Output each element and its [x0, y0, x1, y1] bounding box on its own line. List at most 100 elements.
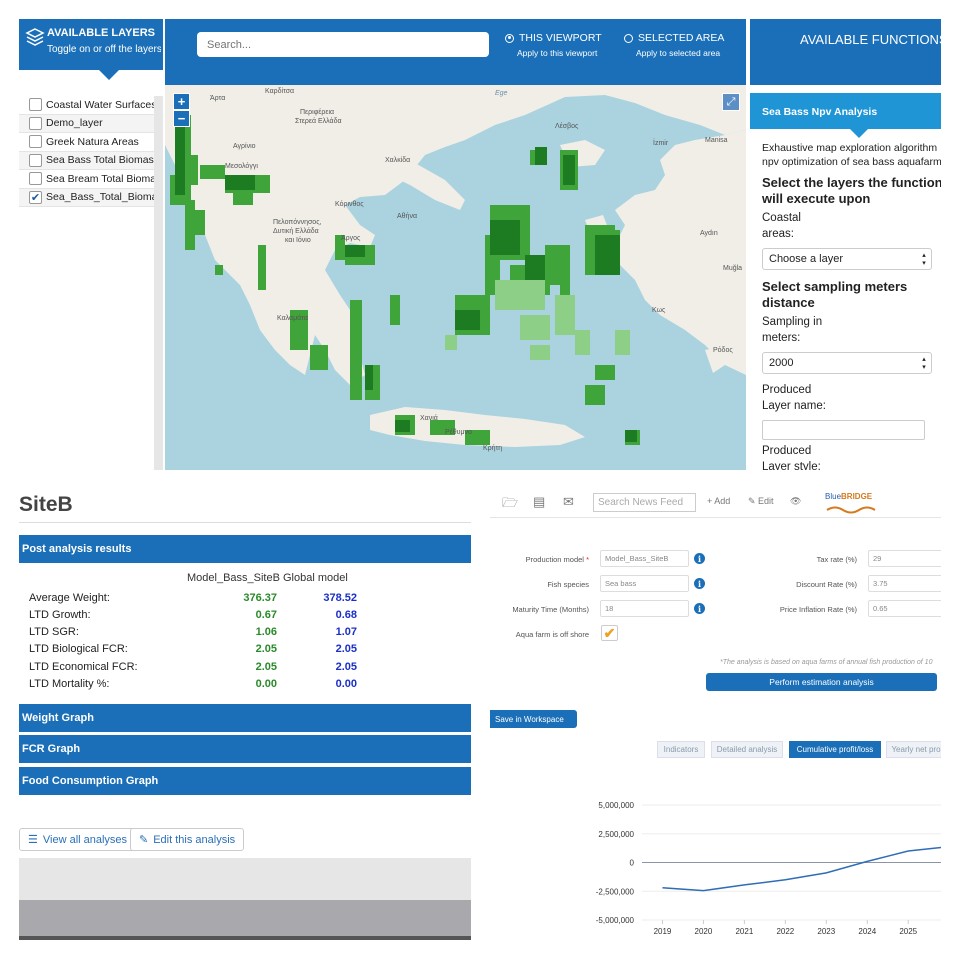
logo-text-blue: Blue: [825, 492, 842, 501]
fcr-graph-header[interactable]: FCR Graph: [19, 735, 471, 763]
inflation-field[interactable]: 0.65: [868, 600, 941, 617]
field-label: Sampling in: [762, 316, 823, 328]
map-label: και Ιόνιο: [285, 237, 311, 244]
coastal-areas-select[interactable]: Choose a layer: [762, 248, 932, 270]
sampling-meters-select[interactable]: 2000: [762, 352, 932, 374]
section-heading: distance: [762, 294, 815, 310]
function-title[interactable]: Sea Bass Npv Analysis: [750, 93, 941, 138]
section-heading: Select the layers the function: [762, 175, 941, 190]
fish-species-label: Fish species: [547, 580, 589, 589]
x-tick-label: 2024: [858, 927, 876, 936]
production-model-select[interactable]: Model_Bass_SiteB: [600, 550, 689, 567]
layer-label: Sea Bream Total Biomass: [46, 172, 155, 185]
layer-item[interactable]: Demo_layer: [19, 114, 155, 133]
layer-checkbox[interactable]: [29, 135, 42, 149]
tax-rate-field[interactable]: 29: [868, 550, 941, 567]
discount-rate-field[interactable]: 3.75: [868, 575, 941, 592]
layers-scrollbar[interactable]: [154, 96, 163, 470]
news-search-input[interactable]: Search News Feed: [593, 493, 696, 512]
map-label: Κρήτη: [483, 445, 503, 452]
tab-indicators[interactable]: Indicators: [657, 741, 705, 758]
edit-label: Edit: [758, 496, 774, 506]
site-analysis-panel: SiteB Post analysis results Model_Bass_S…: [0, 470, 480, 960]
tab-yearly-net-profit[interactable]: Yearly net pro: [886, 741, 941, 758]
map-view[interactable]: + − ⤢ Άρτα Καρδίτσα Αγρίνιο Μεσολόγγι Πε…: [165, 85, 746, 470]
offshore-checkbox[interactable]: ✔: [601, 625, 618, 641]
zoom-in-button[interactable]: +: [173, 93, 190, 110]
viewport-option[interactable]: THIS VIEWPORT Apply to this viewport: [505, 32, 602, 58]
map-label: Κως: [652, 307, 666, 314]
map-label: Δυτική Ελλάδα: [273, 228, 319, 235]
layer-checkbox[interactable]: [29, 153, 42, 167]
layer-name-input[interactable]: [762, 420, 925, 440]
global-value: 0.00: [335, 678, 357, 690]
fish-species-field[interactable]: Sea bass: [600, 575, 689, 592]
expand-icon[interactable]: ⤢: [722, 93, 740, 111]
layer-item[interactable]: Sea Bream Total Biomass: [19, 170, 155, 189]
viewport-label: THIS VIEWPORT: [519, 32, 602, 44]
selected-area-option[interactable]: SELECTED AREA Apply to selected area: [624, 32, 724, 58]
layer-checkbox-checked[interactable]: ✔: [29, 190, 42, 204]
layer-item[interactable]: ✔ Sea_Bass_Total_Biomass: [19, 188, 155, 207]
add-button[interactable]: + Add: [707, 496, 731, 506]
placeholder-block: [19, 936, 471, 940]
tab-cumulative-profit[interactable]: Cumulative profit/loss: [789, 741, 881, 758]
food-consumption-graph-header[interactable]: Food Consumption Graph: [19, 767, 471, 795]
global-value: 2.05: [335, 661, 357, 673]
post-analysis-header[interactable]: Post analysis results: [19, 535, 471, 563]
logo-text-bridge: BRIDGE: [841, 492, 873, 501]
weight-graph-header[interactable]: Weight Graph: [19, 704, 471, 732]
maturity-label: Maturity Time (Months): [512, 605, 589, 614]
layer-item[interactable]: Coastal Water Surfaces: [19, 96, 155, 115]
tab-detailed-analysis[interactable]: Detailed analysis: [711, 741, 783, 758]
field-label: areas:: [762, 227, 794, 240]
search-input[interactable]: [197, 32, 489, 57]
required-icon: *: [586, 555, 589, 564]
info-icon[interactable]: i: [694, 603, 705, 614]
layers-title: AVAILABLE LAYERS: [47, 27, 155, 39]
layer-checkbox[interactable]: [29, 98, 42, 112]
map-label: Μεσολόγγι: [225, 163, 258, 170]
y-tick-label: -2,500,000: [596, 887, 635, 896]
mail-icon[interactable]: ✉: [563, 494, 574, 509]
layer-checkbox[interactable]: [29, 172, 42, 186]
layers-icon: [25, 28, 45, 46]
layer-item[interactable]: Greek Natura Areas: [19, 133, 155, 152]
folder-icon[interactable]: 🗁: [502, 495, 519, 510]
info-icon[interactable]: i: [694, 578, 705, 589]
toolbar: 🗁 ▤ ✉ Search News Feed + Add ✎ Edit 👁 Bl…: [490, 486, 941, 518]
function-desc: Exhaustive map exploration algorithm: [762, 142, 938, 154]
label-text: Production model: [525, 555, 584, 564]
function-desc: npv optimization of sea bass aquafarm: [762, 156, 941, 168]
save-workspace-button[interactable]: Save in Workspace: [490, 710, 577, 728]
functions-title: AVAILABLE FUNCTIONS: [800, 32, 948, 47]
view-all-analyses-button[interactable]: ☰ View all analyses: [19, 828, 137, 851]
zoom-out-button[interactable]: −: [173, 110, 190, 127]
maturity-field[interactable]: 18: [600, 600, 689, 617]
x-tick-label: 2022: [776, 927, 794, 936]
y-tick-label: -5,000,000: [596, 916, 635, 925]
book-icon[interactable]: ▤: [533, 494, 546, 509]
x-tick-label: 2021: [735, 927, 753, 936]
discount-rate-label: Discount Rate (%): [796, 580, 857, 589]
map-label: Κόρινθος: [335, 201, 364, 208]
field-label: Layer style:: [762, 460, 821, 471]
map-label: Πελοπόννησος,: [273, 219, 322, 226]
layer-checkbox[interactable]: [29, 116, 42, 130]
y-tick-label: 0: [630, 859, 635, 868]
info-icon[interactable]: i: [694, 553, 705, 564]
button-label: Edit this analysis: [153, 833, 236, 846]
layer-label: Coastal Water Surfaces: [46, 98, 155, 111]
radio-icon[interactable]: [624, 33, 633, 43]
layer-label: Demo_layer: [46, 117, 103, 130]
map-label: Αθήνα: [397, 213, 418, 220]
layer-item[interactable]: Sea Bass Total Biomass: [19, 151, 155, 170]
table-row: Average Weight: 376.37 378.52: [29, 592, 469, 606]
eye-icon[interactable]: 👁: [790, 496, 802, 506]
edit-analysis-button[interactable]: ✎ Edit this analysis: [130, 828, 245, 851]
radio-selected-icon[interactable]: [505, 33, 514, 43]
table-row: LTD Biological FCR: 2.05 2.05: [29, 643, 469, 657]
perform-analysis-button[interactable]: Perform estimation analysis: [706, 673, 937, 691]
edit-button[interactable]: ✎ Edit: [748, 496, 774, 507]
button-label: View all analyses: [42, 833, 128, 846]
